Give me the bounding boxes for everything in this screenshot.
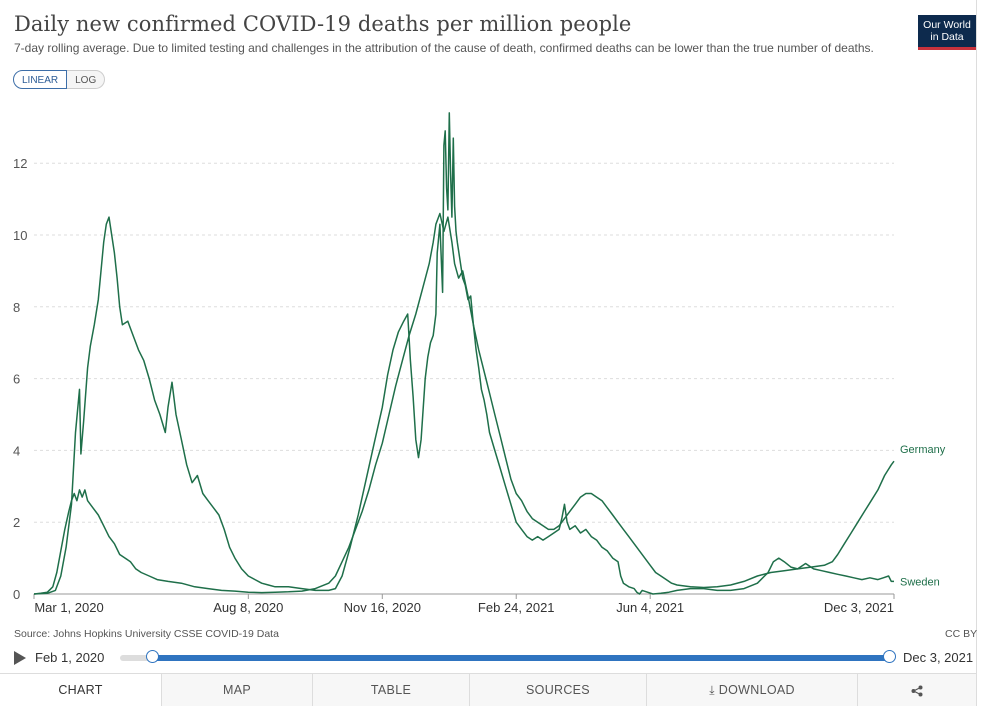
download-label: DOWNLOAD [718,683,795,697]
log-scale-button[interactable]: LOG [67,70,106,89]
tab-bar: CHART MAP TABLE SOURCES ⤓ DOWNLOAD [0,673,976,706]
x-tick-label: Dec 3, 2021 [824,600,894,615]
x-tick-label: Nov 16, 2020 [344,600,421,615]
source-note[interactable]: Source: Johns Hopkins University CSSE CO… [14,628,279,640]
timeline-start-label: Feb 1, 2020 [35,650,105,665]
linear-scale-button[interactable]: LINEAR [13,70,68,89]
tab-sources[interactable]: SOURCES [469,674,646,706]
chart-title: Daily new confirmed COVID-19 deaths per … [14,12,632,36]
y-tick-label: 0 [13,587,20,602]
line-chart: 0 2 4 6 8 10 12 Mar 1, 2020 Aug 8, 2020 Nov 16, … [13,112,946,615]
timeline-start-handle[interactable] [146,650,159,663]
timeline-selected-range [152,655,889,661]
x-tick-label: Mar 1, 2020 [34,600,103,615]
logo-line-1: Our World [923,19,971,31]
license-note[interactable]: CC BY [945,628,978,640]
download-icon: ⤓ [709,683,715,697]
series-line-germany[interactable] [33,212,895,595]
tab-chart[interactable]: CHART [0,674,161,706]
y-tick-label: 10 [13,228,27,243]
tab-map[interactable]: MAP [161,674,312,706]
series-label-germany[interactable]: Germany [900,444,946,456]
x-tick-label: Jun 4, 2021 [616,600,684,615]
tab-table[interactable]: TABLE [312,674,469,706]
x-tick-label: Feb 24, 2021 [478,600,555,615]
y-tick-label: 12 [13,156,27,171]
y-tick-label: 4 [13,443,20,458]
timeline-end-label: Dec 3, 2021 [903,650,974,665]
tab-share[interactable] [857,674,976,706]
timeline-end-handle[interactable] [883,650,896,663]
y-tick-label: 8 [13,300,20,315]
logo-line-2: in Data [930,31,964,43]
x-tick-label: Aug 8, 2020 [213,600,283,615]
chart-subtitle: 7-day rolling average. Due to limited te… [14,41,874,55]
y-tick-label: 6 [13,372,20,387]
series-line-sweden[interactable] [33,112,894,595]
y-tick-label: 2 [13,515,20,530]
owid-logo[interactable]: Our World in Data [918,15,976,50]
play-icon[interactable] [14,651,26,665]
share-icon [911,685,923,697]
series-label-sweden[interactable]: Sweden [900,576,940,588]
tab-download[interactable]: ⤓ DOWNLOAD [646,674,857,706]
timeline: Feb 1, 2020 Dec 3, 2021 [0,645,976,671]
scale-toggle: LINEAR LOG [13,70,106,89]
